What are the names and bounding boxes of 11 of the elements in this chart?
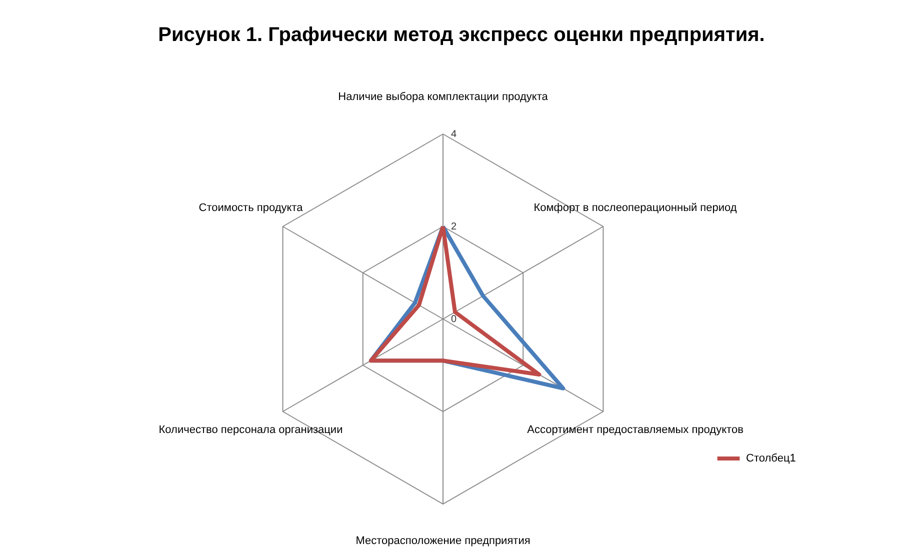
y-tick-label: 0 [451, 314, 457, 325]
y-tick-label: 2 [451, 222, 457, 232]
spoke-label: Стоимость продукта [198, 202, 304, 214]
spoke-label: Количество персонала организации [158, 424, 343, 436]
spoke-label: Месторасположение предприятия [356, 535, 530, 547]
legend-label: Столбец1 [746, 452, 796, 464]
spoke-label: Наличие выбора комплектации продукта [338, 91, 549, 103]
spoke-label: Ассортимент предоставляемых продуктов [527, 424, 744, 436]
y-tick-label: 4 [451, 129, 457, 140]
chart-title: Рисунок 1. Графически метод экспресс оценки предприятия. [158, 24, 765, 46]
spoke-label: Комфорт в послеоперационный период [534, 202, 738, 214]
